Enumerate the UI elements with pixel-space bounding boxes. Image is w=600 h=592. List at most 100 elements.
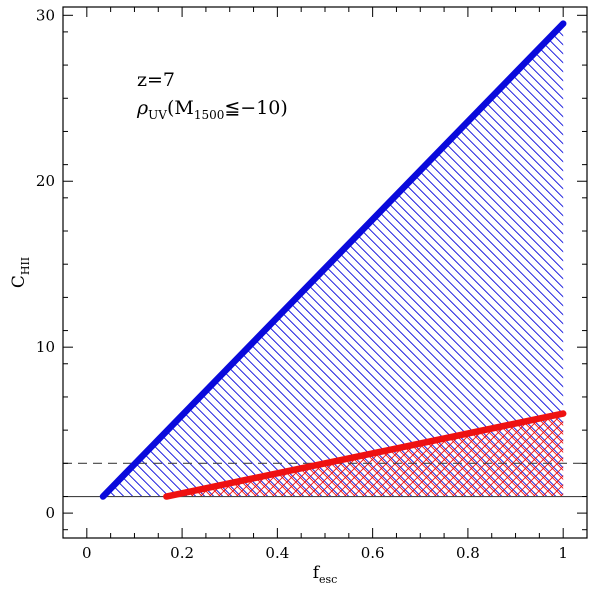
hatch-line	[0, 19, 399, 502]
hatch-line	[0, 19, 120, 502]
hatch-line	[51, 409, 144, 502]
hatch-line	[0, 409, 18, 502]
hatch-line	[0, 409, 54, 502]
hatch-line	[0, 19, 111, 502]
hatch-line	[0, 409, 9, 502]
hatch-line	[582, 409, 600, 502]
hatch-line	[24, 19, 507, 502]
hatch-line	[0, 19, 273, 502]
x-tick-label: 1	[558, 544, 568, 562]
hatch-line	[132, 19, 600, 502]
annotation-uv-density: ρUV(M1500≦−10)	[136, 97, 288, 122]
y-tick-label: 30	[36, 6, 55, 24]
y-tick-label: 10	[36, 338, 55, 356]
hatch-line	[0, 19, 309, 502]
hatch-line	[0, 19, 453, 502]
hatch-line	[6, 409, 99, 502]
hatch-line	[0, 19, 372, 502]
hatch-line	[555, 19, 600, 502]
hatch-line	[0, 19, 435, 502]
hatch-line	[0, 19, 3, 502]
y-tick-label: 0	[45, 504, 55, 522]
hatch-line	[564, 19, 600, 502]
hatch-line	[0, 19, 219, 502]
hatch-line	[564, 409, 600, 502]
hatch-line	[0, 409, 9, 502]
hatch-line	[0, 409, 81, 502]
hatch-line	[0, 19, 264, 502]
hatch-line	[0, 19, 381, 502]
hatch-line	[0, 19, 75, 502]
hatch-line	[222, 19, 600, 502]
x-tick-label: 0.8	[456, 544, 480, 562]
hatch-line	[0, 409, 27, 502]
hatch-line	[0, 19, 327, 502]
hatch-line	[0, 19, 462, 502]
hatch-line	[591, 409, 600, 502]
hatch-line	[582, 409, 600, 502]
hatch-line	[87, 409, 180, 502]
hatch-line	[105, 19, 588, 502]
hatch-line	[0, 19, 102, 502]
x-tick-label: 0	[82, 544, 92, 562]
hatch-line	[0, 409, 27, 502]
hatch-line	[0, 409, 90, 502]
hatch-line	[51, 409, 144, 502]
y-axis-title: CHII	[9, 257, 32, 288]
hatch-line	[0, 19, 255, 502]
hatch-line	[87, 409, 180, 502]
hatch-line	[15, 409, 108, 502]
hatch-line	[411, 19, 600, 502]
hatch-line	[0, 19, 21, 502]
x-axis-title: fesc	[313, 563, 338, 586]
hatch-line	[78, 409, 171, 502]
hatch-line	[564, 409, 600, 502]
hatch-line	[42, 409, 135, 502]
hatch-line	[0, 409, 36, 502]
hatch-line	[24, 409, 117, 502]
hatch-line	[150, 19, 600, 502]
hatch-line	[42, 19, 525, 502]
hatch-line	[15, 19, 498, 502]
hatch-line	[0, 19, 480, 502]
hatch-line	[0, 19, 291, 502]
hatch-line	[0, 19, 282, 502]
hatch-line	[0, 409, 72, 502]
hatch-line	[0, 19, 354, 502]
hatch-line	[0, 409, 36, 502]
hatch-line	[0, 19, 84, 502]
hatch-line	[591, 409, 600, 502]
hatch-line	[6, 19, 489, 502]
hatch-line	[0, 409, 18, 502]
hatch-line	[528, 19, 600, 502]
hatch-line	[546, 19, 600, 502]
hatch-line	[114, 19, 597, 502]
hatch-line	[0, 19, 93, 502]
hatch-line	[0, 409, 63, 502]
hatch-line	[195, 19, 600, 502]
hatch-line	[0, 409, 90, 502]
hatch-line	[330, 19, 600, 502]
hatch-line	[60, 19, 543, 502]
annotation-redshift: z=7	[137, 69, 175, 91]
hatch-line	[51, 19, 534, 502]
hatch-line	[0, 19, 237, 502]
series-lines	[103, 24, 563, 497]
x-tick-label: 0.4	[265, 544, 289, 562]
hatch-line	[24, 409, 117, 502]
hatch-line	[591, 19, 600, 502]
hatch-region	[0, 19, 600, 502]
hatch-line	[0, 19, 66, 502]
hatch-line	[0, 409, 45, 502]
hatch-line	[177, 19, 600, 502]
hatch-line	[0, 409, 54, 502]
x-tick-label: 0.6	[361, 544, 385, 562]
hatch-line	[0, 19, 228, 502]
hatch-line	[0, 19, 444, 502]
x-tick-label: 0.2	[170, 544, 194, 562]
y-tick-label: 20	[36, 172, 55, 190]
hatch-line	[33, 19, 516, 502]
hatch-line	[0, 409, 72, 502]
